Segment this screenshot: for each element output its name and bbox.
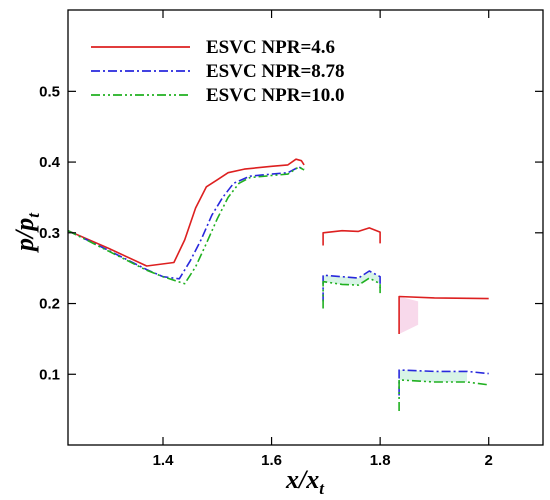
plot-fills [323,271,467,383]
y-tick-label: 0.3 [39,225,60,242]
y-tick-label: 0.2 [39,296,60,313]
legend: ESVC NPR=4.6 ESVC NPR=8.78 ESVC NPR=10.0 [91,37,345,106]
y-axis-label-sub: t [24,212,43,218]
series-line-2 [67,166,305,280]
plot-lines [67,158,489,411]
y-tick-label: 0.4 [39,154,61,171]
series-line-2 [398,369,489,396]
x-tick-label: 2 [485,452,493,469]
x-tick-label: 1.4 [153,452,175,469]
legend-label-3: ESVC NPR=10.0 [206,85,345,106]
plateau-fill [399,370,467,383]
axis-ticks [68,10,543,445]
y-tick-label: 0.5 [39,83,60,100]
x-axis-label-main: x/x [285,465,319,494]
tick-labels: 1.4 1.6 1.8 2 0.1 0.2 0.3 0.4 0.5 [39,83,493,469]
series-line-2 [322,270,381,302]
x-axis-label: x/xt [285,465,325,498]
y-axis-label: p/pt [10,212,43,253]
plateau-fill [399,296,419,334]
legend-label-2: ESVC NPR=8.78 [206,61,345,82]
series-line-1 [322,227,381,246]
y-axis-label-main: p/p [10,218,39,253]
series-line-1 [398,295,489,334]
y-tick-label: 0.1 [39,366,60,383]
series-line-3 [322,277,381,309]
legend-label-1: ESVC NPR=4.6 [206,37,335,58]
x-axis-label-sub: t [319,479,325,498]
y-axis-label-group: p/pt [10,212,43,253]
series-line-3 [398,379,489,411]
x-tick-label: 1.8 [370,452,391,469]
plot-frame [67,9,544,446]
series-line-1 [67,158,305,267]
series-line-3 [67,166,305,285]
x-tick-label: 1.6 [261,452,282,469]
